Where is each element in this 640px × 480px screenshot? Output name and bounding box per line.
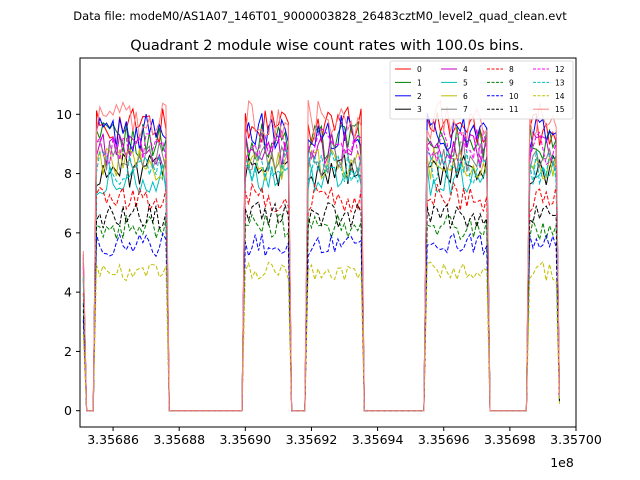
series-line-5 bbox=[82, 161, 560, 412]
x-tick-label: 3.35698 bbox=[484, 432, 536, 447]
legend-label-9: 9 bbox=[509, 78, 514, 87]
series-line-1 bbox=[82, 121, 560, 412]
y-tick-label: 0 bbox=[64, 403, 72, 418]
series-line-11 bbox=[82, 200, 560, 412]
y-tick-label: 8 bbox=[64, 166, 72, 181]
legend-label-3: 3 bbox=[417, 105, 422, 114]
legend-label-11: 11 bbox=[509, 105, 519, 114]
x-tick-label: 3.35686 bbox=[87, 432, 139, 447]
x-axis: 3.35686 3.35688 3.35690 3.35692 3.35694 3.356… bbox=[87, 427, 602, 447]
x-tick-label: 3.35694 bbox=[352, 432, 404, 447]
legend-label-13: 13 bbox=[555, 78, 565, 87]
legend-box bbox=[389, 60, 574, 120]
legend-label-14: 14 bbox=[555, 92, 565, 101]
y-axis: 0 2 4 6 8 10 bbox=[56, 107, 80, 418]
legend-label-7: 7 bbox=[463, 105, 468, 114]
x-tick-label: 3.35688 bbox=[153, 432, 205, 447]
legend-label-12: 12 bbox=[555, 65, 565, 74]
chart-title: Quadrant 2 module wise count rates with … bbox=[130, 38, 524, 54]
legend-label-0: 0 bbox=[417, 65, 422, 74]
legend-label-5: 5 bbox=[463, 78, 468, 87]
legend-label-15: 15 bbox=[555, 105, 565, 114]
legend-label-8: 8 bbox=[509, 65, 514, 74]
y-tick-label: 6 bbox=[64, 225, 72, 240]
legend-label-1: 1 bbox=[417, 78, 422, 87]
legend-label-6: 6 bbox=[463, 92, 468, 101]
suptitle: Data file: modeM0/AS1A07_146T01_90000038… bbox=[73, 9, 567, 23]
series-line-12 bbox=[82, 128, 560, 412]
x-tick-label: 3.35690 bbox=[219, 432, 271, 447]
y-tick-label: 4 bbox=[64, 285, 72, 300]
legend-label-10: 10 bbox=[509, 92, 519, 101]
series-layer bbox=[82, 99, 560, 412]
x-tick-label: 3.35700 bbox=[550, 432, 602, 447]
series-line-8 bbox=[82, 181, 560, 412]
y-tick-label: 2 bbox=[64, 344, 72, 359]
series-line-13 bbox=[82, 148, 560, 412]
series-line-14 bbox=[82, 260, 560, 412]
legend-label-2: 2 bbox=[417, 92, 422, 101]
x-offset-label: 1e8 bbox=[550, 455, 574, 470]
plot-area bbox=[79, 57, 577, 428]
series-line-7 bbox=[82, 139, 560, 412]
y-tick-label: 10 bbox=[56, 107, 72, 122]
plot-frame bbox=[79, 57, 577, 428]
series-line-10 bbox=[82, 231, 560, 412]
series-line-0 bbox=[82, 105, 560, 412]
x-tick-label: 3.35692 bbox=[286, 432, 338, 447]
x-tick-label: 3.35696 bbox=[418, 432, 470, 447]
legend-label-4: 4 bbox=[463, 65, 468, 74]
